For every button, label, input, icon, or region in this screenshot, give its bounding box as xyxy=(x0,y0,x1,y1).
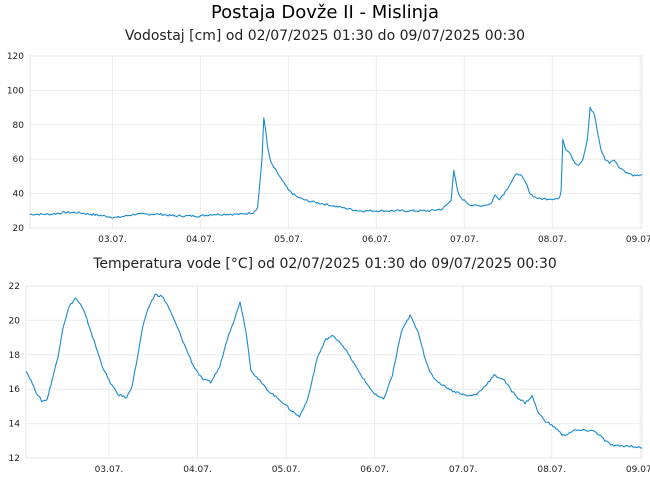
water-temperature-chart-title: Temperatura vode [°C] od 02/07/2025 01:3… xyxy=(93,256,557,272)
x-tick-label: 05.07. xyxy=(272,465,301,475)
x-tick-label: 07.07. xyxy=(450,235,479,245)
plot-area xyxy=(25,285,643,459)
page-title: Postaja Dovže II - Mislinja xyxy=(210,2,440,23)
y-tick-label: 120 xyxy=(7,52,24,62)
series-line xyxy=(29,106,643,219)
y-tick-label: 22 xyxy=(9,282,20,292)
y-tick-label: 12 xyxy=(9,454,20,464)
y-tick-label: 16 xyxy=(9,385,21,395)
x-tick-label: 07.07. xyxy=(449,465,478,475)
water-level-chart: Vodostaj [cm] od 02/07/2025 01:30 do 09/… xyxy=(0,28,650,248)
y-tick-label: 40 xyxy=(13,190,25,200)
x-tick-label: 06.07. xyxy=(360,465,389,475)
x-tick-label: 08.07. xyxy=(538,235,567,245)
plot-area xyxy=(29,55,643,229)
x-tick-label: 09.07. xyxy=(626,465,650,475)
x-tick-label: 04.07. xyxy=(186,235,215,245)
x-tick-label: 03.07. xyxy=(98,235,127,245)
x-tick-label: 04.07. xyxy=(183,465,212,475)
x-tick-label: 08.07. xyxy=(537,465,566,475)
x-tick-label: 06.07. xyxy=(362,235,391,245)
water-level-chart-title: Vodostaj [cm] od 02/07/2025 01:30 do 09/… xyxy=(124,28,526,44)
series-line xyxy=(25,293,643,449)
y-tick-label: 14 xyxy=(9,420,21,430)
water-temperature-plot: 12 14 16 18 20 22 03.07. 04.07. 05.07. 06.07. 07.0… xyxy=(9,282,650,475)
x-tick-label: 05.07. xyxy=(274,235,303,245)
y-tick-label: 60 xyxy=(13,155,25,165)
water-temperature-chart: Temperatura vode [°C] od 02/07/2025 01:3… xyxy=(0,256,650,478)
water-level-plot: 20 40 60 80 100 120 03.07. 04.07. 05.07. 06.07. 07… xyxy=(7,52,650,245)
x-tick-label: 09.07. xyxy=(626,235,650,245)
y-tick-label: 80 xyxy=(13,121,25,131)
y-tick-label: 18 xyxy=(9,351,21,361)
x-tick-label: 03.07. xyxy=(95,465,124,475)
y-tick-label: 20 xyxy=(13,224,25,234)
y-tick-label: 100 xyxy=(7,86,24,96)
y-tick-label: 20 xyxy=(9,316,21,326)
